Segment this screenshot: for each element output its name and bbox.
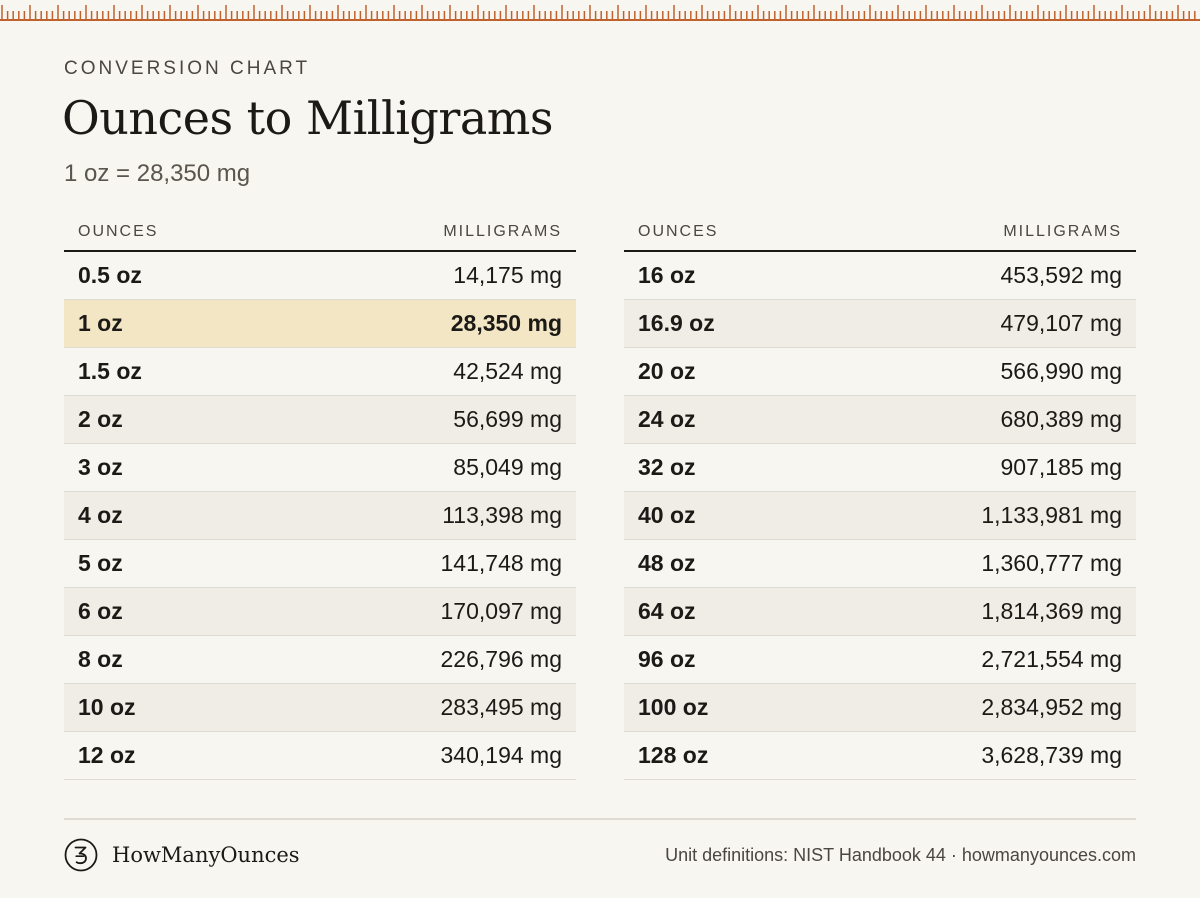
eyebrow-label: CONVERSION CHART (64, 58, 311, 79)
conversion-factor: 1 oz = 28,350 mg (64, 160, 251, 187)
table-row: 100 oz 2,834,952 mg (624, 684, 1136, 732)
table-row: 8 oz 226,796 mg (64, 636, 576, 684)
table-row: 2 oz 56,699 mg (64, 396, 576, 444)
ounces-cell: 2 oz (78, 406, 123, 432)
milligrams-cell: 453,592 mg (1000, 262, 1122, 288)
milligrams-cell: 479,107 mg (1000, 310, 1122, 336)
table-row: 10 oz 283,495 mg (64, 684, 576, 732)
milligrams-cell: 1,133,981 mg (981, 502, 1122, 528)
table-row: 1.5 oz 42,524 mg (64, 348, 576, 396)
milligrams-cell: 226,796 mg (440, 646, 562, 672)
ounces-cell: 10 oz (78, 694, 136, 720)
milligrams-cell: 566,990 mg (1000, 358, 1122, 384)
table-row: 32 oz 907,185 mg (624, 444, 1136, 492)
ounces-cell: 4 oz (78, 502, 123, 528)
table-header: OUNCES MILLIGRAMS (64, 214, 576, 252)
milligrams-cell: 141,748 mg (440, 550, 562, 576)
table-row: 128 oz 3,628,739 mg (624, 732, 1136, 780)
table-row: 4 oz 113,398 mg (64, 492, 576, 540)
milligrams-cell: 56,699 mg (453, 406, 562, 432)
ounce-scroll-logo-icon (64, 838, 98, 872)
table-row: 64 oz 1,814,369 mg (624, 588, 1136, 636)
milligrams-cell: 1,814,369 mg (981, 598, 1122, 624)
conversion-table-right: OUNCES MILLIGRAMS 16 oz 453,592 mg 16.9 … (624, 214, 1136, 780)
table-row: 3 oz 85,049 mg (64, 444, 576, 492)
ounces-cell: 1 oz (78, 310, 123, 336)
milligrams-cell: 113,398 mg (442, 502, 562, 528)
ounces-cell: 16 oz (638, 262, 696, 288)
table-row: 24 oz 680,389 mg (624, 396, 1136, 444)
ounces-cell: 6 oz (78, 598, 123, 624)
ounces-cell: 16.9 oz (638, 310, 715, 336)
ounces-cell: 8 oz (78, 646, 123, 672)
milligrams-cell: 1,360,777 mg (981, 550, 1122, 576)
milligrams-cell: 170,097 mg (440, 598, 562, 624)
milligrams-cell: 42,524 mg (453, 358, 562, 384)
page-title: Ounces to Milligrams (62, 91, 554, 145)
table-row: 5 oz 141,748 mg (64, 540, 576, 588)
ounces-cell: 1.5 oz (78, 358, 142, 384)
column-header-ounces: OUNCES (78, 223, 159, 240)
milligrams-cell: 28,350 mg (450, 310, 562, 336)
table-header: OUNCES MILLIGRAMS (624, 214, 1136, 252)
milligrams-cell: 3,628,739 mg (981, 742, 1122, 768)
column-header-milligrams: MILLIGRAMS (443, 223, 562, 240)
milligrams-cell: 2,721,554 mg (981, 646, 1122, 672)
source-note: Unit definitions: NIST Handbook 44 · how… (665, 845, 1136, 865)
milligrams-cell: 680,389 mg (1000, 406, 1122, 432)
milligrams-cell: 2,834,952 mg (981, 694, 1122, 720)
milligrams-cell: 283,495 mg (440, 694, 562, 720)
ounces-cell: 48 oz (638, 550, 696, 576)
column-header-milligrams: MILLIGRAMS (1003, 223, 1122, 240)
brand-name: HowManyOunces (112, 843, 300, 867)
ounces-cell: 128 oz (638, 742, 709, 768)
table-row: 6 oz 170,097 mg (64, 588, 576, 636)
milligrams-cell: 340,194 mg (440, 742, 562, 768)
table-row: 48 oz 1,360,777 mg (624, 540, 1136, 588)
ounces-cell: 100 oz (638, 694, 709, 720)
footer-divider (64, 818, 1136, 820)
milligrams-cell: 907,185 mg (1000, 454, 1122, 480)
ounces-cell: 24 oz (638, 406, 696, 432)
ounces-cell: 3 oz (78, 454, 123, 480)
ounces-cell: 0.5 oz (78, 262, 142, 288)
table-row: 40 oz 1,133,981 mg (624, 492, 1136, 540)
ounces-cell: 5 oz (78, 550, 123, 576)
table-row: 16.9 oz 479,107 mg (624, 300, 1136, 348)
ounces-cell: 64 oz (638, 598, 696, 624)
brand-logo[interactable]: HowManyOunces (64, 838, 300, 872)
table-row-highlighted: 1 oz 28,350 mg (64, 300, 576, 348)
table-row: 0.5 oz 14,175 mg (64, 252, 576, 300)
table-row: 12 oz 340,194 mg (64, 732, 576, 780)
milligrams-cell: 85,049 mg (453, 454, 562, 480)
milligrams-cell: 14,175 mg (453, 262, 562, 288)
ounces-cell: 96 oz (638, 646, 696, 672)
ruler-decoration (0, 5, 1200, 21)
column-header-ounces: OUNCES (638, 223, 719, 240)
ounces-cell: 40 oz (638, 502, 696, 528)
table-row: 96 oz 2,721,554 mg (624, 636, 1136, 684)
ounces-cell: 12 oz (78, 742, 136, 768)
table-row: 20 oz 566,990 mg (624, 348, 1136, 396)
ounces-cell: 32 oz (638, 454, 696, 480)
conversion-table-left: OUNCES MILLIGRAMS 0.5 oz 14,175 mg 1 oz … (64, 214, 576, 780)
table-row: 16 oz 453,592 mg (624, 252, 1136, 300)
ounces-cell: 20 oz (638, 358, 696, 384)
